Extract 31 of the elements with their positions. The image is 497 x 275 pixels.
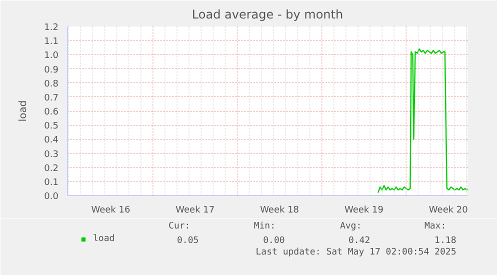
text: Max: [424, 222, 446, 232]
y-axis-title: load [18, 100, 30, 122]
y-tick-label: 0.0 [44, 192, 59, 202]
y-tick-label: 0.4 [44, 136, 59, 146]
x-tick-label: Week 18 [260, 206, 300, 216]
text: Last update: Sat May 17 02:00:54 2025 [256, 248, 456, 258]
text: Avg: [340, 222, 362, 232]
legend-label: load [93, 234, 115, 244]
y-tick-label: 1.0 [44, 51, 59, 62]
y-tick-label: 0.9 [44, 65, 59, 76]
text: 0.42 [348, 236, 370, 246]
text: 0.00 [263, 236, 285, 246]
x-tick-label: Week 16 [91, 206, 130, 216]
text: Min: [254, 222, 276, 232]
x-tick-label: Week 17 [176, 206, 215, 216]
y-tick-label: 1.1 [44, 37, 59, 48]
text: 0.05 [177, 236, 199, 246]
text: Cur: [168, 222, 190, 232]
y-tick-label: 1.2 [44, 23, 59, 33]
chart-title: Load average - by month [192, 8, 344, 22]
x-tick-label: Week 20 [428, 206, 468, 216]
y-tick-label: 0.8 [44, 79, 59, 90]
y-tick-label: 0.1 [44, 178, 59, 188]
y-tick-label: 0.3 [44, 150, 59, 160]
x-tick-label: Week 19 [344, 206, 384, 216]
y-tick-label: 0.5 [44, 122, 59, 132]
line-series [377, 48, 468, 194]
y-tick-label: 0.7 [44, 93, 59, 104]
text: 1.18 [434, 236, 456, 246]
y-tick-label: 0.2 [44, 164, 59, 174]
y-tick-label: 0.6 [44, 108, 59, 118]
